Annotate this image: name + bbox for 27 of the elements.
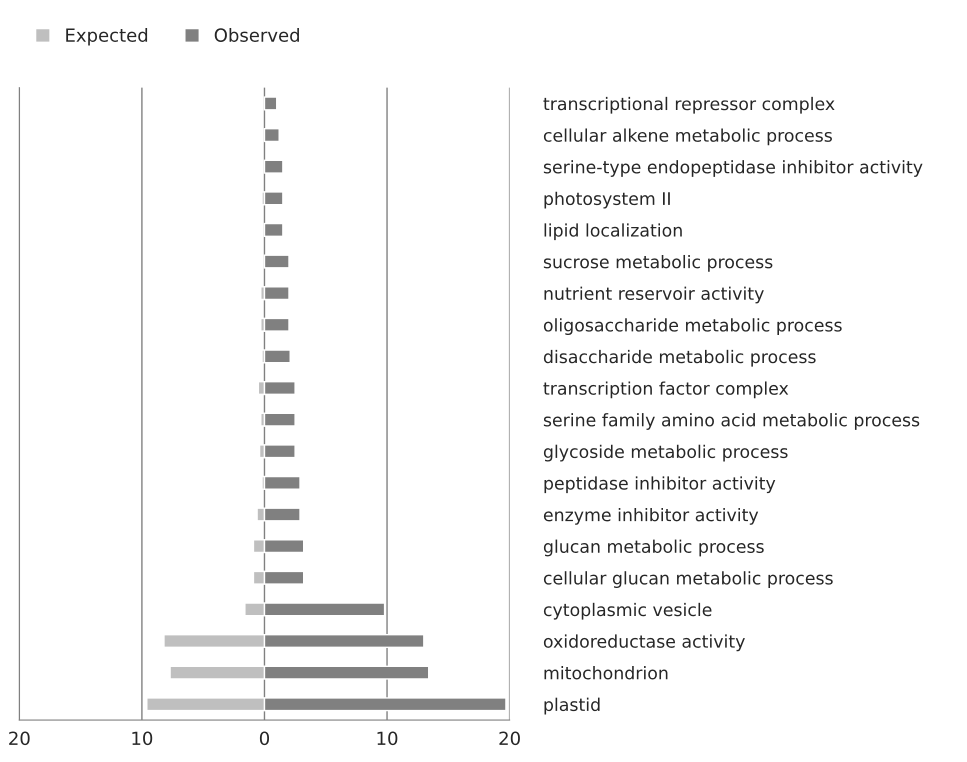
- y-tick-label: cytoplasmic vesicle: [544, 602, 712, 620]
- y-tick-label: disaccharide metabolic process: [544, 350, 816, 367]
- y-tick-label: oligosaccharide metabolic process: [544, 318, 842, 336]
- y-tick-label: peptidase inhibitor activity: [544, 476, 776, 494]
- x-tick-label: 10: [132, 732, 152, 746]
- y-tick-label: oxidoreductase activity: [544, 634, 745, 652]
- y-tick-label: cellular glucan metabolic process: [544, 571, 833, 588]
- y-tick-label: serine family amino acid metabolic process: [544, 413, 920, 430]
- y-tick-label: transcriptional repressor complex: [543, 96, 835, 114]
- legend-label: Expected: [66, 28, 148, 46]
- y-tick-label: nutrient reservoir activity: [544, 286, 764, 304]
- x-tick-label: 20: [9, 732, 30, 746]
- y-tick-label: glucan metabolic process: [544, 540, 764, 556]
- x-tick-label: 0: [260, 732, 270, 746]
- y-tick-label: glycoside metabolic process: [544, 444, 788, 462]
- x-tick-label: 10: [378, 732, 398, 746]
- y-tick-label: photosystem II: [544, 192, 670, 209]
- x-tick-label: 20: [499, 732, 520, 746]
- y-tick-label: cellular alkene metabolic process: [544, 128, 832, 146]
- y-tick-label: transcription factor complex: [543, 381, 788, 398]
- y-tick-label: plastid: [544, 698, 600, 714]
- y-tick-label: mitochondrion: [544, 666, 668, 680]
- y-tick-label: sucrose metabolic process: [544, 254, 772, 272]
- y-tick-label: serine-type endopeptidase inhibitor activity: [544, 160, 923, 177]
- y-tick-label: lipid localization: [544, 223, 682, 240]
- legend-label: Observed: [214, 28, 299, 42]
- y-tick-label: enzyme inhibitor activity: [544, 508, 758, 525]
